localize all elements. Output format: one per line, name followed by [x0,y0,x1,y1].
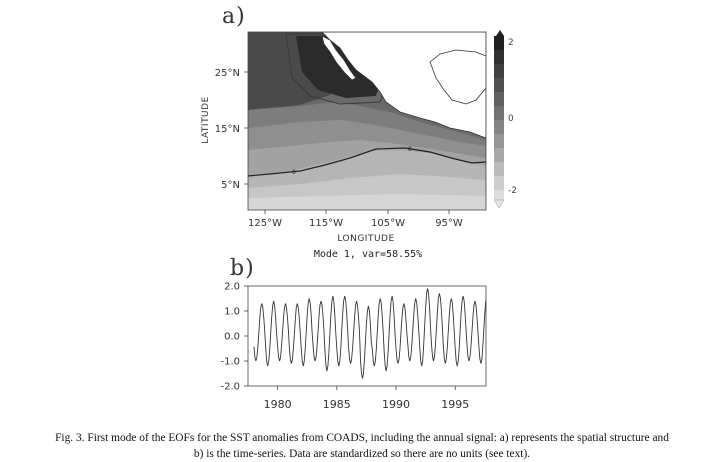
contour-label-2: 0 [408,146,412,153]
y-tick-15n: 15°N [215,124,240,135]
zero-contour [248,147,486,177]
x-tick-label: 1990 [382,398,410,411]
colorbar-seg-2 [494,50,504,64]
y-tick-label: -1.0 [220,357,240,368]
colorbar-seg-1 [494,36,504,50]
map-xlabel: LONGITUDE [337,234,394,244]
mode-title: Mode 1, var=58.55% [313,249,423,260]
x-tick-label: 1995 [441,398,469,411]
contour-label: 0 [292,169,296,176]
panel-a-label: a) [222,4,246,29]
x-tick-95w: 95°W [435,218,463,229]
y-tick-label: -2.0 [220,382,240,393]
y-tick-5n: 5°N [221,180,240,191]
colorbar-seg-12 [494,190,504,200]
colorbar-tick-0: 0 [508,114,514,124]
time-series-line [253,288,487,379]
x-tick-105w: 105°W [371,218,405,229]
y-tick-label: 2.0 [224,282,240,293]
colorbar-seg-11 [494,176,504,190]
colorbar-tick-neg2: -2 [508,186,517,196]
colorbar-seg-3 [494,64,504,78]
colorbar-seg-4 [494,78,504,92]
baja-california [321,35,357,81]
map-ylabel: LATITUDE [201,96,211,144]
gulf-of-mexico [429,49,486,105]
colorbar: 2 0 -2 [493,30,517,209]
max-core [296,36,380,98]
figure-caption: Fig. 3. First mode of the EOFs for the S… [6,430,718,462]
colorbar-seg-5 [494,92,504,106]
x-tick-label: 1980 [264,398,292,411]
colorbar-seg-9 [494,148,504,162]
colorbar-seg-8 [494,134,504,148]
caption-line-1: Fig. 3. First mode of the EOFs for the S… [55,432,669,444]
colorbar-seg-6 [494,106,504,120]
map-frame [247,31,487,211]
y-tick-label: 0.0 [224,332,240,343]
time-series-chart: 2.0 1.0 0.0 -1.0 -2.0 1980 1985 1990 1995 [220,282,487,411]
eof-spatial-map: 0 0 125°W 115°W 105°W 95°W 25°N 15°N 5°N… [201,30,517,244]
x-tick-125w: 125°W [248,218,282,229]
shade-band-8 [248,194,486,210]
y-tick-25n: 25°N [215,68,240,79]
y-tick-label: 1.0 [224,307,240,318]
caption-line-2: b) is the time-series. Data are standard… [193,448,531,460]
panel-b-label: b) [230,256,255,281]
colorbar-bottom-arrow [493,199,505,209]
x-tick-label: 1985 [323,398,351,411]
x-tick-115w: 115°W [309,218,343,229]
colorbar-seg-10 [494,162,504,176]
colorbar-top-arrow [496,30,504,36]
colorbar-seg-7 [494,120,504,134]
colorbar-tick-2: 2 [508,38,514,48]
